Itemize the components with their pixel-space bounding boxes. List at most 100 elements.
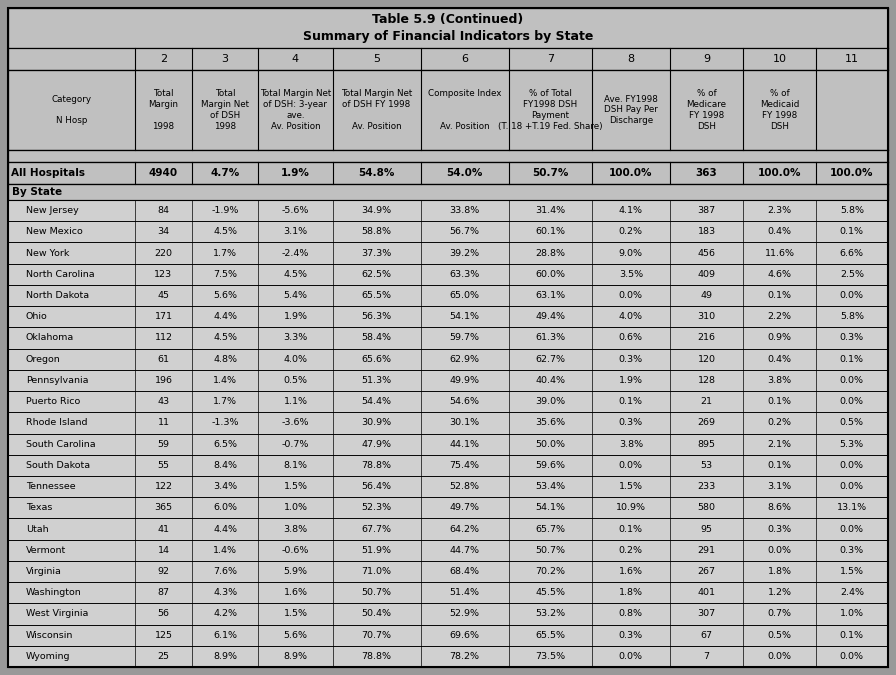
Text: 1.7%: 1.7% — [213, 397, 237, 406]
Text: 51.4%: 51.4% — [450, 588, 479, 597]
Bar — [8, 391, 888, 412]
Text: 34: 34 — [158, 227, 169, 236]
Text: 61.3%: 61.3% — [535, 333, 565, 342]
Bar — [8, 8, 888, 48]
Text: 100.0%: 100.0% — [830, 168, 874, 178]
Text: 51.9%: 51.9% — [362, 546, 392, 555]
Text: 401: 401 — [698, 588, 716, 597]
Text: 0.2%: 0.2% — [619, 227, 642, 236]
Text: 4.4%: 4.4% — [213, 524, 237, 533]
Text: 0.0%: 0.0% — [768, 546, 791, 555]
Text: 8.9%: 8.9% — [213, 652, 237, 661]
Text: 54.1%: 54.1% — [535, 504, 565, 512]
Text: 120: 120 — [698, 354, 716, 364]
Text: 50.0%: 50.0% — [535, 439, 565, 449]
Text: 30.1%: 30.1% — [450, 418, 479, 427]
Text: 78.2%: 78.2% — [450, 652, 479, 661]
Text: 5.8%: 5.8% — [840, 313, 864, 321]
Text: 7: 7 — [547, 54, 554, 64]
Text: 6.1%: 6.1% — [213, 630, 237, 640]
Bar — [8, 433, 888, 455]
Bar — [8, 624, 888, 646]
Text: Puerto Rico: Puerto Rico — [26, 397, 81, 406]
Bar — [8, 242, 888, 264]
Bar — [8, 412, 888, 433]
Text: 0.0%: 0.0% — [840, 291, 864, 300]
Text: 34.9%: 34.9% — [362, 206, 392, 215]
Text: 0.4%: 0.4% — [768, 227, 791, 236]
Text: 92: 92 — [158, 567, 169, 576]
Text: 3.8%: 3.8% — [619, 439, 643, 449]
Bar — [8, 646, 888, 667]
Text: 62.9%: 62.9% — [450, 354, 479, 364]
Text: 49: 49 — [701, 291, 712, 300]
Text: 233: 233 — [697, 482, 716, 491]
Text: 60.1%: 60.1% — [535, 227, 565, 236]
Text: South Carolina: South Carolina — [26, 439, 96, 449]
Text: 1.5%: 1.5% — [283, 610, 307, 618]
Text: 75.4%: 75.4% — [450, 461, 479, 470]
Text: 0.0%: 0.0% — [840, 482, 864, 491]
Text: 9.0%: 9.0% — [619, 248, 642, 258]
Text: 7.6%: 7.6% — [213, 567, 237, 576]
Text: 196: 196 — [154, 376, 172, 385]
Text: 54.1%: 54.1% — [450, 313, 479, 321]
Text: 1.5%: 1.5% — [619, 482, 642, 491]
Text: 53.2%: 53.2% — [535, 610, 565, 618]
Text: 62.5%: 62.5% — [362, 270, 392, 279]
Text: 70.2%: 70.2% — [535, 567, 565, 576]
Text: 0.7%: 0.7% — [768, 610, 791, 618]
Text: 47.9%: 47.9% — [362, 439, 392, 449]
Bar — [8, 370, 888, 391]
Text: North Dakota: North Dakota — [26, 291, 89, 300]
Text: 267: 267 — [698, 567, 716, 576]
Text: 0.1%: 0.1% — [768, 397, 791, 406]
Text: 0.1%: 0.1% — [840, 227, 864, 236]
Text: 3.3%: 3.3% — [283, 333, 307, 342]
Text: 0.0%: 0.0% — [840, 397, 864, 406]
Text: 33.8%: 33.8% — [450, 206, 479, 215]
Bar — [8, 603, 888, 624]
Text: 1.4%: 1.4% — [213, 376, 237, 385]
Text: 0.0%: 0.0% — [619, 461, 642, 470]
Text: 64.2%: 64.2% — [450, 524, 479, 533]
Text: -0.6%: -0.6% — [281, 546, 309, 555]
Bar — [8, 455, 888, 476]
Text: By State: By State — [12, 187, 62, 197]
Text: 52.8%: 52.8% — [450, 482, 479, 491]
Text: 4.7%: 4.7% — [211, 168, 240, 178]
Text: 216: 216 — [698, 333, 716, 342]
Text: 61: 61 — [158, 354, 169, 364]
Bar — [8, 70, 888, 150]
Text: -2.4%: -2.4% — [281, 248, 309, 258]
Text: 4: 4 — [292, 54, 299, 64]
Bar — [8, 48, 888, 70]
Text: 73.5%: 73.5% — [535, 652, 565, 661]
Text: 8.1%: 8.1% — [283, 461, 307, 470]
Text: 5: 5 — [373, 54, 380, 64]
Text: 0.5%: 0.5% — [840, 418, 864, 427]
Text: New Mexico: New Mexico — [26, 227, 82, 236]
Text: 56: 56 — [158, 610, 169, 618]
Text: 365: 365 — [154, 504, 173, 512]
Text: 54.6%: 54.6% — [450, 397, 479, 406]
Text: Total
Margin

1998: Total Margin 1998 — [149, 89, 178, 131]
Text: 1.5%: 1.5% — [840, 567, 864, 576]
Text: 0.0%: 0.0% — [840, 652, 864, 661]
Text: 63.1%: 63.1% — [535, 291, 565, 300]
Text: 0.1%: 0.1% — [768, 461, 791, 470]
Text: 4.0%: 4.0% — [619, 313, 642, 321]
Text: 3.5%: 3.5% — [619, 270, 643, 279]
Text: 0.0%: 0.0% — [619, 652, 642, 661]
Text: 37.3%: 37.3% — [361, 248, 392, 258]
Text: 35.6%: 35.6% — [535, 418, 565, 427]
Text: 10: 10 — [772, 54, 787, 64]
Bar — [8, 582, 888, 603]
Text: 387: 387 — [698, 206, 716, 215]
Bar — [8, 264, 888, 285]
Text: 2.3%: 2.3% — [767, 206, 791, 215]
Text: 1.5%: 1.5% — [283, 482, 307, 491]
Text: New York: New York — [26, 248, 69, 258]
Text: 95: 95 — [701, 524, 712, 533]
Text: 53.4%: 53.4% — [535, 482, 565, 491]
